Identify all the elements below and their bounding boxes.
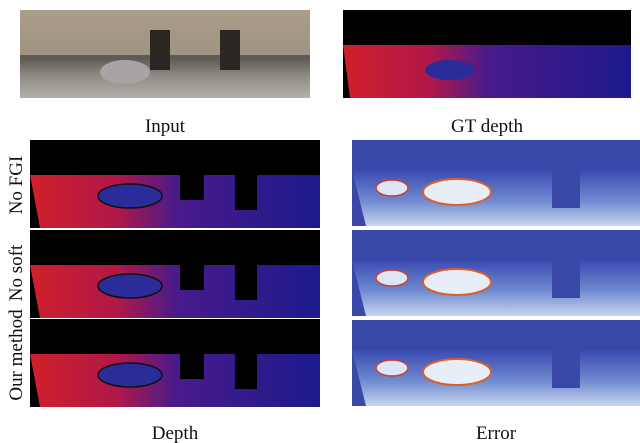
gt-depth-image — [343, 10, 631, 98]
error-image — [352, 230, 640, 316]
error-image — [352, 320, 640, 406]
input-image — [20, 10, 310, 98]
row-label: No soft — [6, 244, 27, 301]
depth-image — [30, 319, 320, 407]
caption: Error — [476, 423, 517, 443]
error-image — [352, 140, 640, 226]
depth-image — [30, 230, 320, 318]
caption: GT depth — [451, 116, 523, 137]
caption: Input — [145, 116, 186, 137]
depth-image — [30, 140, 320, 228]
row-label: Our method — [6, 309, 27, 401]
caption: Depth — [152, 423, 199, 443]
figure: Input GT depth No FGI No soft Our method… — [0, 0, 640, 443]
row-label: No FGI — [6, 156, 27, 215]
